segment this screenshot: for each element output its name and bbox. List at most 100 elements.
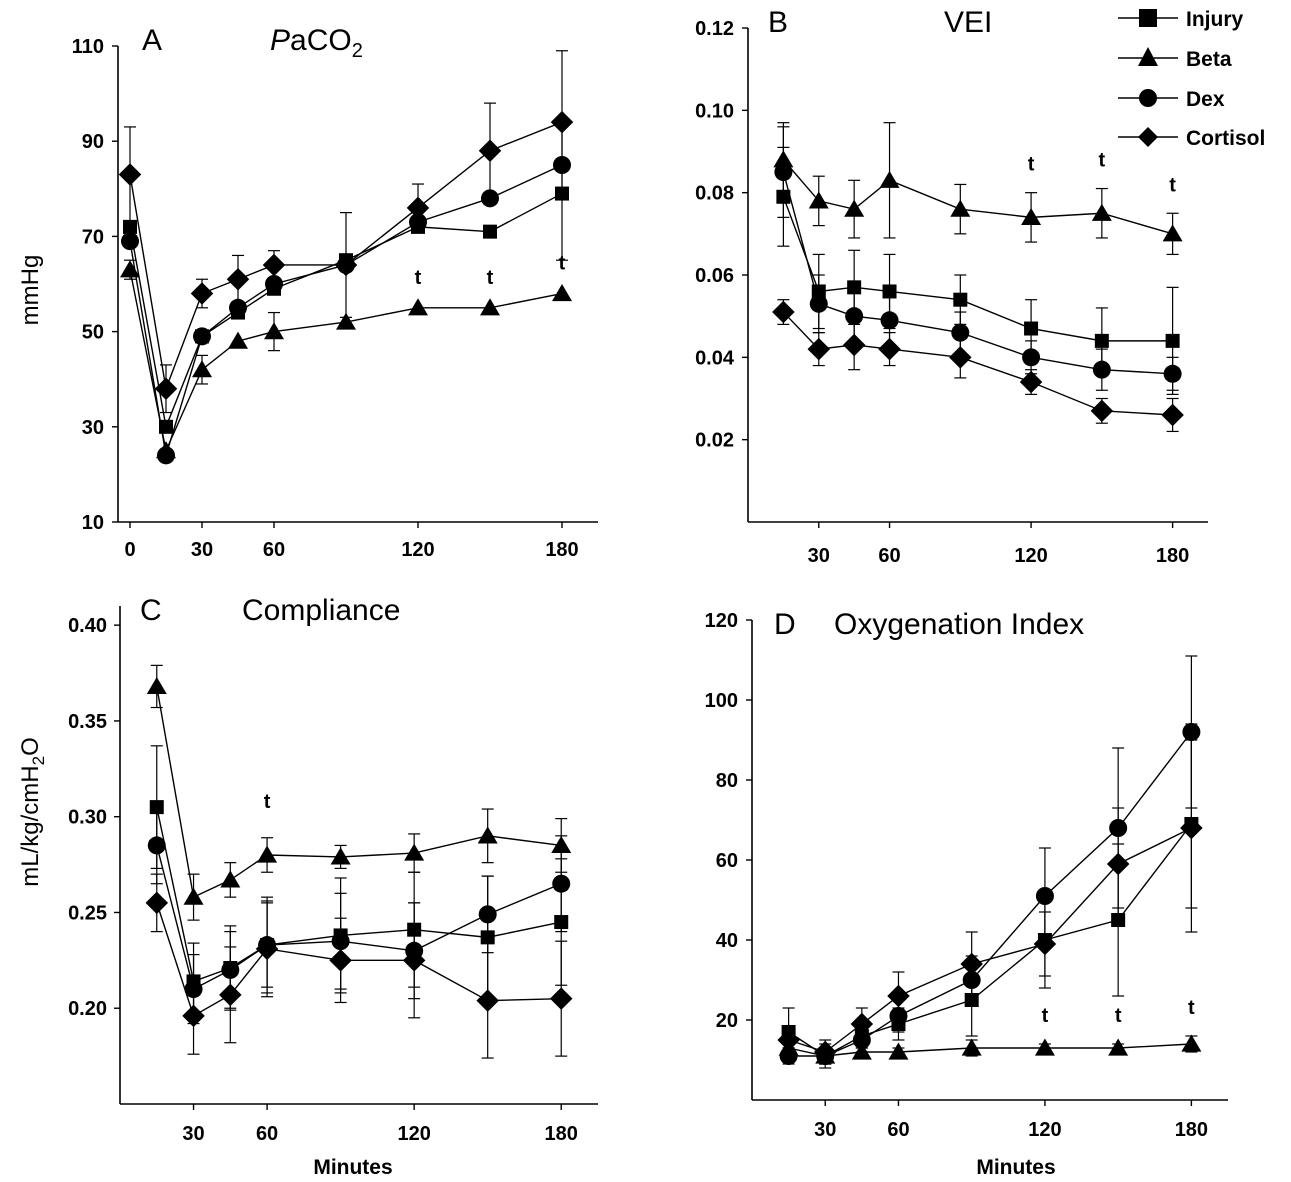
data-point bbox=[146, 676, 167, 695]
data-point bbox=[182, 1004, 205, 1028]
data-point bbox=[888, 1042, 909, 1060]
y-tick-label: 0.25 bbox=[68, 902, 107, 924]
data-point bbox=[1181, 1034, 1202, 1052]
triangle-marker-icon bbox=[1138, 47, 1158, 66]
series-cortisol bbox=[772, 299, 1184, 433]
data-point bbox=[1162, 224, 1183, 242]
data-point bbox=[961, 1038, 982, 1056]
legend-item-cortisol: Cortisol bbox=[1118, 127, 1265, 150]
data-point bbox=[1021, 207, 1042, 225]
data-point bbox=[887, 984, 910, 1008]
series-line bbox=[782, 171, 1173, 375]
significance-label: t bbox=[487, 267, 494, 289]
x-tick-label: 180 bbox=[1175, 1119, 1208, 1141]
panel-d-title: Oxygenation Index bbox=[834, 608, 1084, 641]
data-point bbox=[813, 1040, 837, 1064]
data-point bbox=[842, 333, 866, 357]
data-point bbox=[157, 446, 175, 465]
data-point bbox=[880, 311, 899, 330]
data-point bbox=[807, 337, 831, 361]
y-tick-label: 120 bbox=[705, 610, 738, 632]
y-tick-label: 50 bbox=[82, 322, 104, 344]
data-point bbox=[879, 170, 900, 188]
panel-b-title: VEI bbox=[944, 6, 992, 39]
x-tick-label: 60 bbox=[256, 1123, 278, 1145]
series-injury bbox=[776, 146, 1180, 395]
data-point bbox=[1091, 203, 1112, 221]
series-dex bbox=[774, 126, 1182, 391]
data-point bbox=[882, 284, 897, 299]
significance-label: t bbox=[1169, 174, 1176, 196]
legend-label: Cortisol bbox=[1186, 127, 1265, 150]
panel-a-title: PaCO2 bbox=[270, 24, 363, 62]
data-point bbox=[476, 989, 499, 1012]
series-line bbox=[788, 731, 1192, 1057]
legend-item-beta: Beta bbox=[1118, 47, 1232, 71]
data-point bbox=[1024, 321, 1039, 336]
y-tick-label: 0.06 bbox=[695, 265, 734, 287]
x-tick-label: 180 bbox=[545, 539, 578, 561]
data-point bbox=[478, 139, 502, 162]
data-point bbox=[1090, 399, 1114, 423]
data-point bbox=[552, 284, 572, 302]
data-point bbox=[1106, 852, 1130, 876]
data-point bbox=[1034, 1038, 1055, 1056]
data-point bbox=[257, 845, 278, 863]
y-tick-label: 10 bbox=[82, 512, 104, 534]
series-line bbox=[156, 902, 562, 1017]
x-tick-label: 120 bbox=[401, 539, 434, 561]
data-point bbox=[228, 331, 248, 349]
data-point bbox=[330, 847, 351, 865]
data-point bbox=[950, 199, 971, 217]
data-point bbox=[1163, 364, 1182, 383]
x-tick-label: 60 bbox=[263, 539, 285, 561]
data-point bbox=[147, 836, 166, 855]
data-point bbox=[779, 1047, 798, 1065]
panel-a-paco2: A PaCO2 mmHg 10 30 50 70 90 110 0 30 60 120 180 t t t bbox=[17, 24, 598, 561]
y-tick-label: 0.12 bbox=[695, 18, 734, 40]
data-point bbox=[1180, 816, 1203, 840]
significance-label: t bbox=[559, 253, 566, 275]
panel-c-compliance: C Compliance mL/kg/cmH2O Minutes 0.20 0.2… bbox=[17, 594, 598, 1179]
significance-label: t bbox=[1115, 1005, 1122, 1027]
series-beta bbox=[146, 664, 572, 921]
panel-a-ylabel: mmHg bbox=[17, 255, 44, 326]
data-point bbox=[809, 294, 828, 313]
data-point bbox=[408, 298, 428, 316]
series-line bbox=[788, 827, 1192, 1053]
series-line bbox=[782, 311, 1173, 416]
series-cortisol bbox=[118, 50, 574, 414]
data-point bbox=[850, 1012, 874, 1036]
y-tick-label: 0.40 bbox=[68, 615, 107, 637]
legend: Injury Beta Dex Cortisol bbox=[1118, 8, 1265, 150]
data-point bbox=[1019, 370, 1043, 394]
y-tick-label: 30 bbox=[82, 417, 104, 439]
series-cortisol bbox=[145, 873, 573, 1059]
significance-label: t bbox=[1188, 997, 1195, 1019]
significance-label: t bbox=[1028, 154, 1035, 176]
x-tick-label: 60 bbox=[878, 545, 900, 567]
y-tick-label: 110 bbox=[72, 36, 104, 58]
significance-label: t bbox=[264, 791, 271, 813]
y-tick-label: 0.02 bbox=[695, 430, 734, 452]
data-point bbox=[478, 905, 497, 924]
data-point bbox=[1161, 403, 1184, 427]
panel-b-letter: B bbox=[768, 6, 788, 39]
data-point bbox=[550, 110, 574, 134]
series-line bbox=[156, 845, 562, 991]
circle-marker-icon bbox=[1139, 89, 1157, 107]
data-point bbox=[183, 887, 204, 905]
data-point bbox=[772, 300, 795, 324]
legend-item-injury: Injury bbox=[1118, 8, 1243, 31]
x-tick-label: 120 bbox=[397, 1123, 430, 1145]
panel-c-title: Compliance bbox=[242, 594, 400, 627]
data-point bbox=[402, 949, 426, 972]
diamond-marker-icon bbox=[1138, 127, 1158, 147]
data-point bbox=[192, 360, 212, 378]
y-tick-label: 80 bbox=[716, 770, 738, 792]
legend-item-dex: Dex bbox=[1118, 88, 1225, 111]
data-point bbox=[262, 253, 286, 277]
legend-label: Beta bbox=[1186, 48, 1232, 71]
y-tick-label: 70 bbox=[82, 226, 104, 248]
